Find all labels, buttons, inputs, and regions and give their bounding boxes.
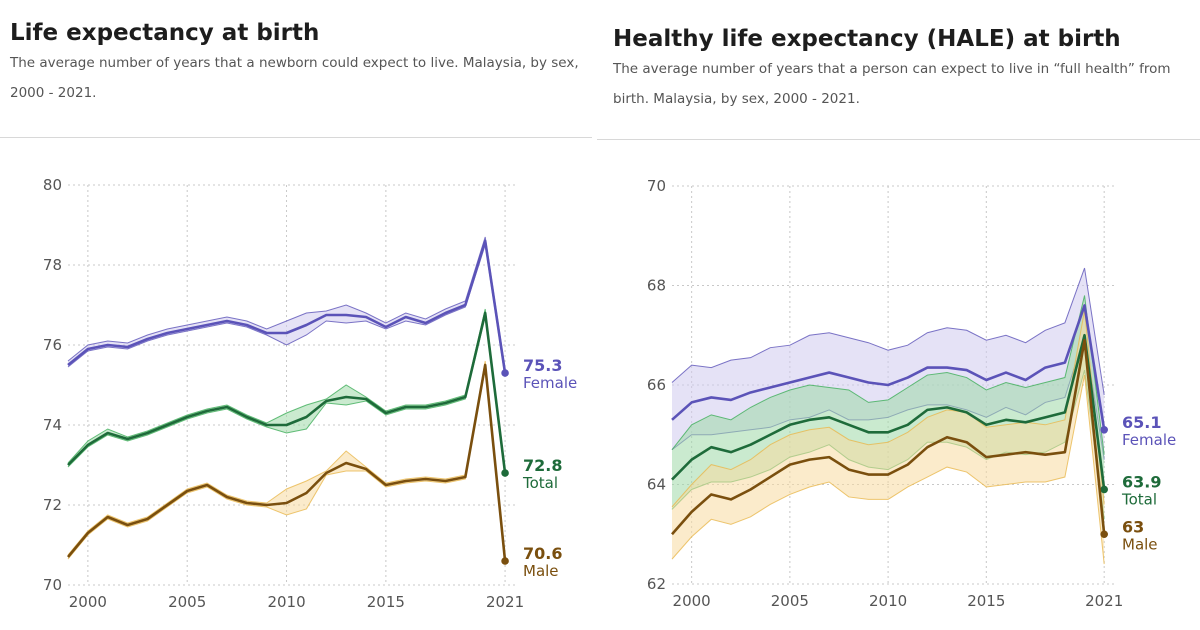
male-series-line	[66, 363, 507, 562]
y-tick-label: 66	[647, 376, 666, 394]
male-end-value: 63	[1122, 517, 1144, 536]
male-end-point	[1100, 530, 1108, 539]
female-series-line	[67, 239, 507, 374]
y-tick-label: 64	[647, 476, 666, 494]
total-end-value: 72.8	[523, 456, 562, 475]
chart-panel-hale: Healthy life expectancy (HALE) at birth …	[597, 0, 1200, 630]
female-end-label: Female	[523, 374, 577, 392]
total-end-value: 63.9	[1122, 472, 1161, 491]
y-tick-label: 74	[43, 416, 62, 434]
female-band-upper-line	[67, 236, 506, 370]
chart-title: Healthy life expectancy (HALE) at birth	[613, 26, 1121, 52]
total-series-line	[671, 333, 1106, 490]
female-band-lower-line	[67, 244, 506, 378]
y-tick-label: 70	[647, 177, 666, 195]
total-band-lower-line	[67, 316, 506, 478]
y-tick-label: 70	[43, 576, 62, 594]
y-tick-label: 76	[43, 336, 62, 354]
x-tick-label: 2021	[1085, 592, 1123, 610]
female-end-label: Female	[1122, 431, 1176, 449]
x-tick-label: 2015	[967, 592, 1005, 610]
x-tick-label: 2010	[267, 593, 305, 611]
female-end-value: 65.1	[1122, 413, 1161, 432]
male-series-line	[671, 338, 1106, 536]
male-uncertainty-band	[672, 310, 1105, 565]
chart-header: Healthy life expectancy (HALE) at birth …	[613, 26, 1196, 114]
chart-title: Life expectancy at birth	[10, 20, 320, 46]
hale-chart: 62 64 66 68 70 2000 2005 2010 2015 2021 65.1Female…	[647, 177, 1176, 610]
header-divider	[597, 139, 1200, 140]
male-end-label: Male	[523, 562, 559, 580]
x-tick-label: 2021	[486, 593, 524, 611]
female-end-point	[1100, 425, 1108, 434]
male-band-lower-line	[67, 368, 506, 566]
y-tick-label: 62	[647, 575, 666, 593]
total-band-upper-line	[671, 295, 1105, 455]
chart-subtitle: The average number of years that a perso…	[613, 61, 1171, 107]
total-end-label: Total	[522, 474, 558, 492]
male-band-upper-line	[67, 360, 506, 558]
male-band-upper-line	[671, 310, 1105, 508]
x-tick-label: 2010	[869, 592, 907, 610]
x-tick-label: 2005	[168, 593, 206, 611]
total-series-line	[67, 311, 507, 474]
female-series-line	[671, 304, 1106, 430]
total-end-point	[501, 469, 509, 477]
x-tick-label: 2000	[673, 592, 711, 610]
y-tick-label: 68	[647, 277, 666, 295]
grid: 70 72 74 76 78 80 2000 2005 2010 2015 2021	[43, 176, 524, 611]
x-tick-label: 2015	[367, 593, 405, 611]
header-divider	[0, 137, 592, 138]
male-end-value: 70.6	[523, 544, 562, 563]
y-tick-label: 72	[43, 496, 62, 514]
chart-panel-life-expectancy: Life expectancy at birth The average num…	[0, 0, 597, 630]
total-end-label: Total	[1121, 490, 1157, 508]
female-end-point	[501, 369, 509, 377]
male-end-point	[501, 557, 509, 565]
male-band-lower-line	[671, 374, 1105, 565]
y-tick-label: 78	[43, 256, 62, 274]
chart-subtitle: The average number of years that a newbo…	[10, 55, 579, 101]
x-tick-label: 2005	[771, 592, 809, 610]
male-end-label: Male	[1122, 535, 1158, 553]
female-end-value: 75.3	[523, 356, 562, 375]
total-end-point	[1100, 485, 1108, 494]
y-tick-label: 80	[43, 176, 62, 194]
total-band-upper-line	[67, 308, 506, 470]
chart-header: Life expectancy at birth The average num…	[10, 20, 593, 108]
life-expectancy-chart: 70 72 74 76 78 80 2000 2005 2010 2015 2021 75.3Fema…	[43, 176, 577, 611]
x-tick-label: 2000	[69, 593, 107, 611]
female-band-upper-line	[671, 267, 1105, 396]
grid: 62 64 66 68 70 2000 2005 2010 2015 2021	[647, 177, 1123, 610]
